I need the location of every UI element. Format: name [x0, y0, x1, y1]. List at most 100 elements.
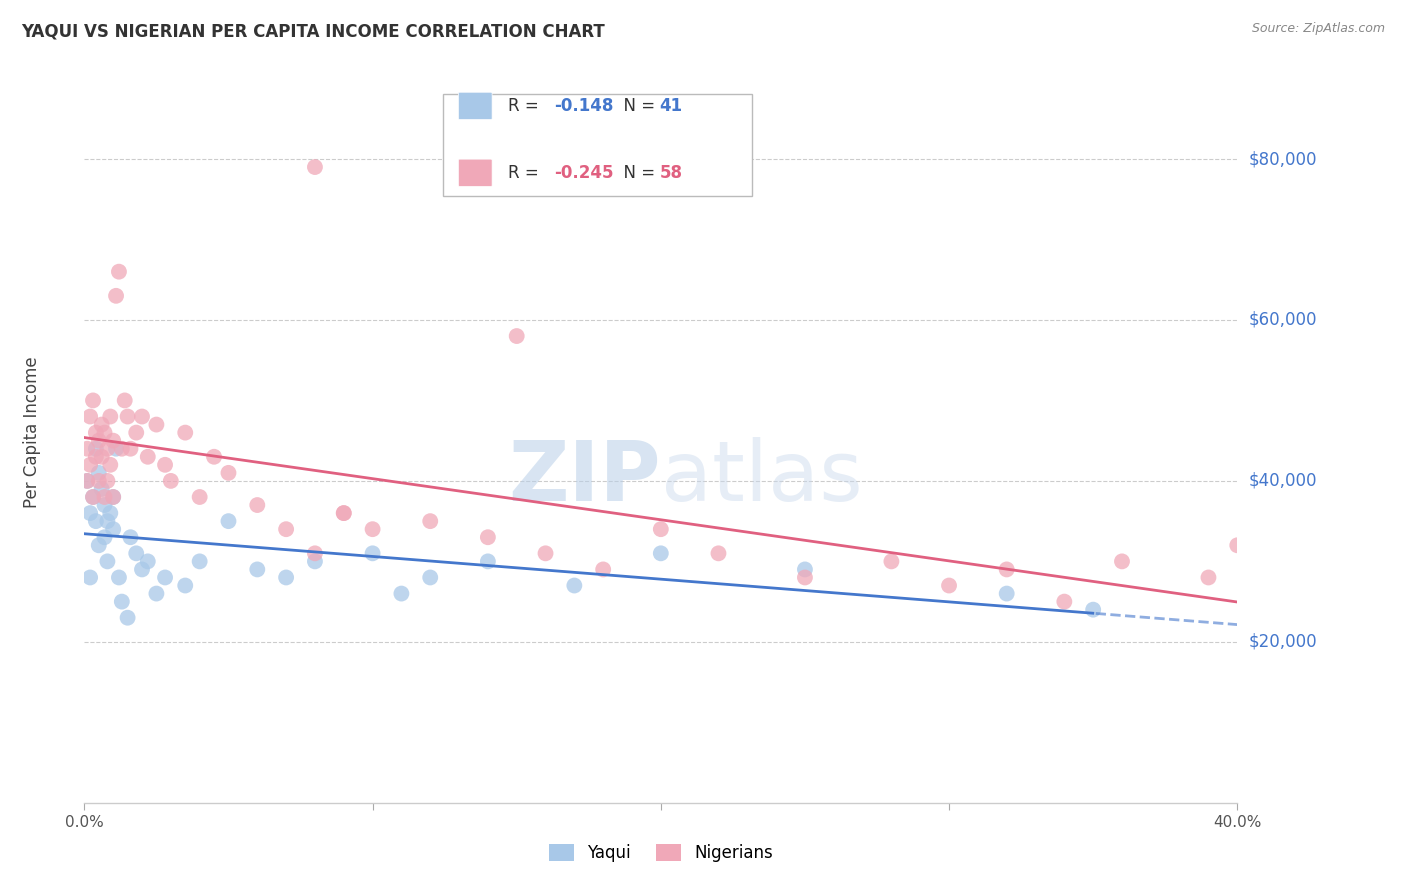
- Point: [96, 554, 118, 568]
- Text: Source: ZipAtlas.com: Source: ZipAtlas.com: [1251, 22, 1385, 36]
- Point: [105, 289, 128, 303]
- Point: [218, 514, 240, 528]
- Point: [76, 474, 98, 488]
- Point: [117, 409, 139, 424]
- Point: [84, 442, 107, 456]
- Point: [105, 442, 128, 456]
- Text: -0.148: -0.148: [554, 97, 613, 115]
- Point: [98, 409, 121, 424]
- Point: [153, 570, 176, 584]
- Point: [174, 425, 197, 440]
- Point: [111, 594, 134, 608]
- Point: [131, 562, 153, 576]
- Point: [218, 466, 240, 480]
- Point: [188, 554, 211, 568]
- Point: [90, 482, 112, 496]
- Point: [108, 265, 131, 279]
- Point: [1198, 570, 1220, 584]
- Point: [108, 570, 131, 584]
- Point: [477, 554, 499, 568]
- Point: [98, 506, 121, 520]
- Point: [82, 490, 104, 504]
- Point: [87, 474, 110, 488]
- Text: ZIP: ZIP: [509, 436, 661, 517]
- Point: [361, 546, 384, 560]
- Point: [125, 546, 148, 560]
- Point: [246, 562, 269, 576]
- Point: [506, 329, 529, 343]
- Text: YAQUI VS NIGERIAN PER CAPITA INCOME CORRELATION CHART: YAQUI VS NIGERIAN PER CAPITA INCOME CORR…: [21, 22, 605, 40]
- Point: [202, 450, 225, 464]
- Text: $20,000: $20,000: [1249, 632, 1317, 651]
- Point: [419, 514, 441, 528]
- Point: [153, 458, 176, 472]
- Point: [87, 538, 110, 552]
- Point: [131, 409, 153, 424]
- Point: [90, 450, 112, 464]
- Point: [93, 498, 115, 512]
- Point: [76, 474, 98, 488]
- Point: [794, 570, 817, 584]
- Point: [592, 562, 614, 576]
- Text: $60,000: $60,000: [1249, 311, 1317, 329]
- Point: [136, 554, 159, 568]
- Point: [114, 393, 136, 408]
- Point: [96, 474, 118, 488]
- Point: [1083, 602, 1105, 616]
- Point: [79, 409, 101, 424]
- Text: $40,000: $40,000: [1249, 472, 1317, 490]
- Point: [995, 562, 1018, 576]
- Point: [304, 554, 326, 568]
- Point: [246, 498, 269, 512]
- Point: [136, 450, 159, 464]
- Point: [93, 490, 115, 504]
- Point: [90, 417, 112, 432]
- Text: atlas: atlas: [661, 436, 862, 517]
- Point: [79, 570, 101, 584]
- Point: [93, 425, 115, 440]
- Point: [160, 474, 183, 488]
- Point: [145, 586, 167, 600]
- Text: $80,000: $80,000: [1249, 150, 1317, 168]
- Point: [938, 578, 960, 592]
- Legend: Yaqui, Nigerians: Yaqui, Nigerians: [543, 837, 779, 869]
- Point: [650, 522, 672, 536]
- Text: Per Capita Income: Per Capita Income: [24, 357, 42, 508]
- Point: [391, 586, 413, 600]
- Point: [79, 458, 101, 472]
- Point: [477, 530, 499, 544]
- Point: [82, 393, 104, 408]
- Point: [1226, 538, 1249, 552]
- Text: N =: N =: [613, 97, 661, 115]
- Point: [103, 490, 124, 504]
- Point: [188, 490, 211, 504]
- Point: [111, 442, 134, 456]
- Point: [794, 562, 817, 576]
- Point: [1053, 594, 1076, 608]
- Text: R =: R =: [508, 164, 544, 182]
- Point: [117, 610, 139, 624]
- Point: [361, 522, 384, 536]
- Point: [419, 570, 441, 584]
- Point: [84, 450, 107, 464]
- Point: [880, 554, 903, 568]
- Point: [304, 160, 326, 174]
- Point: [79, 506, 101, 520]
- Point: [82, 490, 104, 504]
- Point: [276, 570, 298, 584]
- Point: [333, 506, 356, 520]
- Point: [333, 506, 356, 520]
- Point: [98, 458, 121, 472]
- Point: [103, 490, 124, 504]
- Text: R =: R =: [508, 97, 544, 115]
- Text: 41: 41: [659, 97, 682, 115]
- Point: [120, 442, 142, 456]
- Point: [93, 530, 115, 544]
- Point: [120, 530, 142, 544]
- Point: [96, 442, 118, 456]
- Point: [145, 417, 167, 432]
- Point: [103, 434, 124, 448]
- Point: [276, 522, 298, 536]
- Point: [707, 546, 730, 560]
- Text: -0.245: -0.245: [554, 164, 613, 182]
